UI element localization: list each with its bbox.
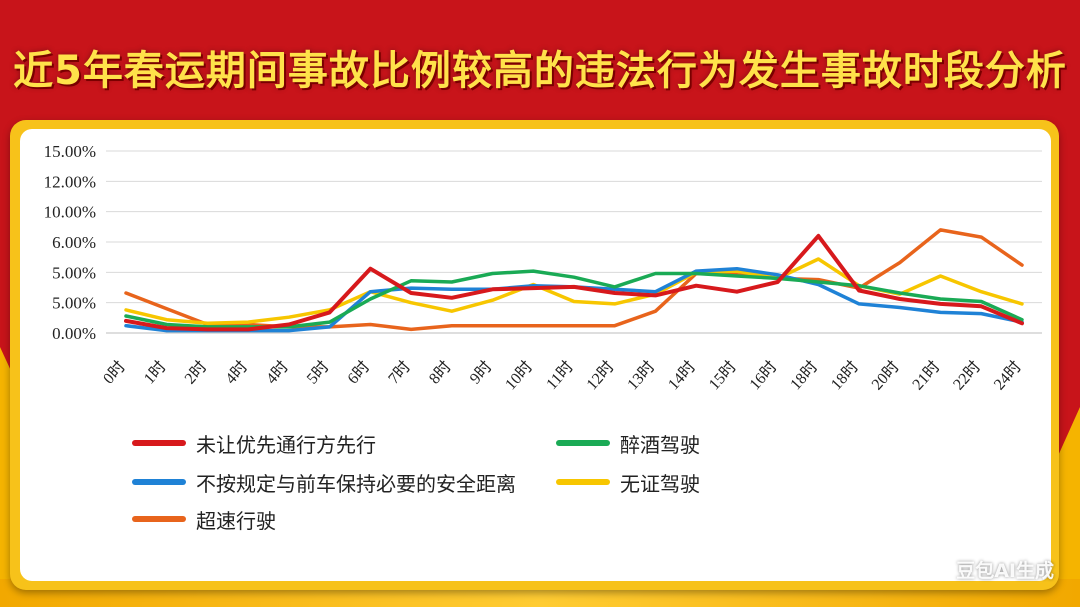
legend-swatch-series-3	[132, 479, 186, 485]
legend-swatch-series-1	[132, 440, 186, 446]
legend-item-series-2: 醉酒驾驶	[556, 431, 700, 457]
line-chart: 0.00% 5.00% 5.00% 6.00% 10.00% 12.00% 15.00% 0时…	[44, 142, 1042, 394]
y-tick-label: 5.00%	[52, 294, 96, 313]
legend-swatch-series-2	[556, 440, 610, 446]
legend-label-series-2: 醉酒驾驶	[620, 432, 700, 457]
legend-swatch-series-5	[132, 516, 186, 522]
legend-item-series-1: 未让优先通行方先行	[132, 431, 376, 457]
x-tick-label: 0时	[100, 358, 129, 388]
x-tick-label: 4时	[262, 358, 291, 388]
legend-label-series-5: 超速行驶	[196, 508, 276, 533]
y-tick-label: 0.00%	[52, 324, 96, 343]
legend-item-series-5: 超速行驶	[132, 507, 276, 533]
x-tick-label: 24时	[990, 358, 1025, 394]
legend-item-series-3: 不按规定与前车保持必要的安全距离	[132, 470, 516, 496]
y-tick-label: 5.00%	[52, 263, 96, 282]
page-title: 近5年春运期间事故比例较高的违法行为发生事故时段分析	[13, 48, 1067, 94]
watermark: 豆包AI生成	[956, 560, 1054, 582]
x-tick-label: 18时	[787, 358, 822, 394]
x-tick-label: 2时	[181, 358, 210, 388]
x-tick-label: 13时	[624, 358, 659, 394]
x-tick-label: 21时	[909, 358, 944, 394]
x-tick-label: 5时	[303, 358, 332, 388]
y-tick-label: 10.00%	[44, 203, 96, 222]
chart-panel: 0.00% 5.00% 5.00% 6.00% 10.00% 12.00% 15.00% 0时…	[20, 129, 1051, 581]
x-tick-label: 22时	[949, 358, 984, 394]
x-tick-label: 1时	[140, 358, 169, 388]
legend-item-series-4: 无证驾驶	[556, 470, 700, 496]
series-line-2	[124, 269, 1024, 329]
legend-label-series-1: 未让优先通行方先行	[196, 432, 376, 457]
x-tick-label: 11时	[543, 358, 577, 393]
x-tick-label: 9时	[466, 358, 495, 388]
x-tick-label: 15时	[705, 358, 740, 394]
x-tick-label: 20时	[868, 358, 903, 394]
y-tick-label: 15.00%	[44, 142, 96, 161]
x-tick-label: 6时	[344, 358, 373, 388]
x-tick-label: 12时	[583, 358, 618, 394]
x-tick-label: 14时	[664, 358, 699, 394]
x-tick-label: 8时	[425, 358, 454, 388]
legend-label-series-4: 无证驾驶	[620, 471, 700, 496]
legend-label-series-3: 不按规定与前车保持必要的安全距离	[196, 471, 516, 496]
legend-swatch-series-4	[556, 479, 610, 485]
x-tick-label: 10时	[501, 358, 536, 394]
x-tick-label: 7时	[385, 358, 414, 388]
y-tick-label: 6.00%	[52, 233, 96, 252]
x-tick-label: 16时	[746, 358, 781, 394]
y-tick-label: 12.00%	[44, 172, 96, 191]
series-line-5	[124, 228, 1024, 332]
x-tick-label: 18时	[827, 358, 862, 394]
series-line-1	[124, 233, 1024, 332]
x-tick-label: 4时	[222, 358, 251, 388]
